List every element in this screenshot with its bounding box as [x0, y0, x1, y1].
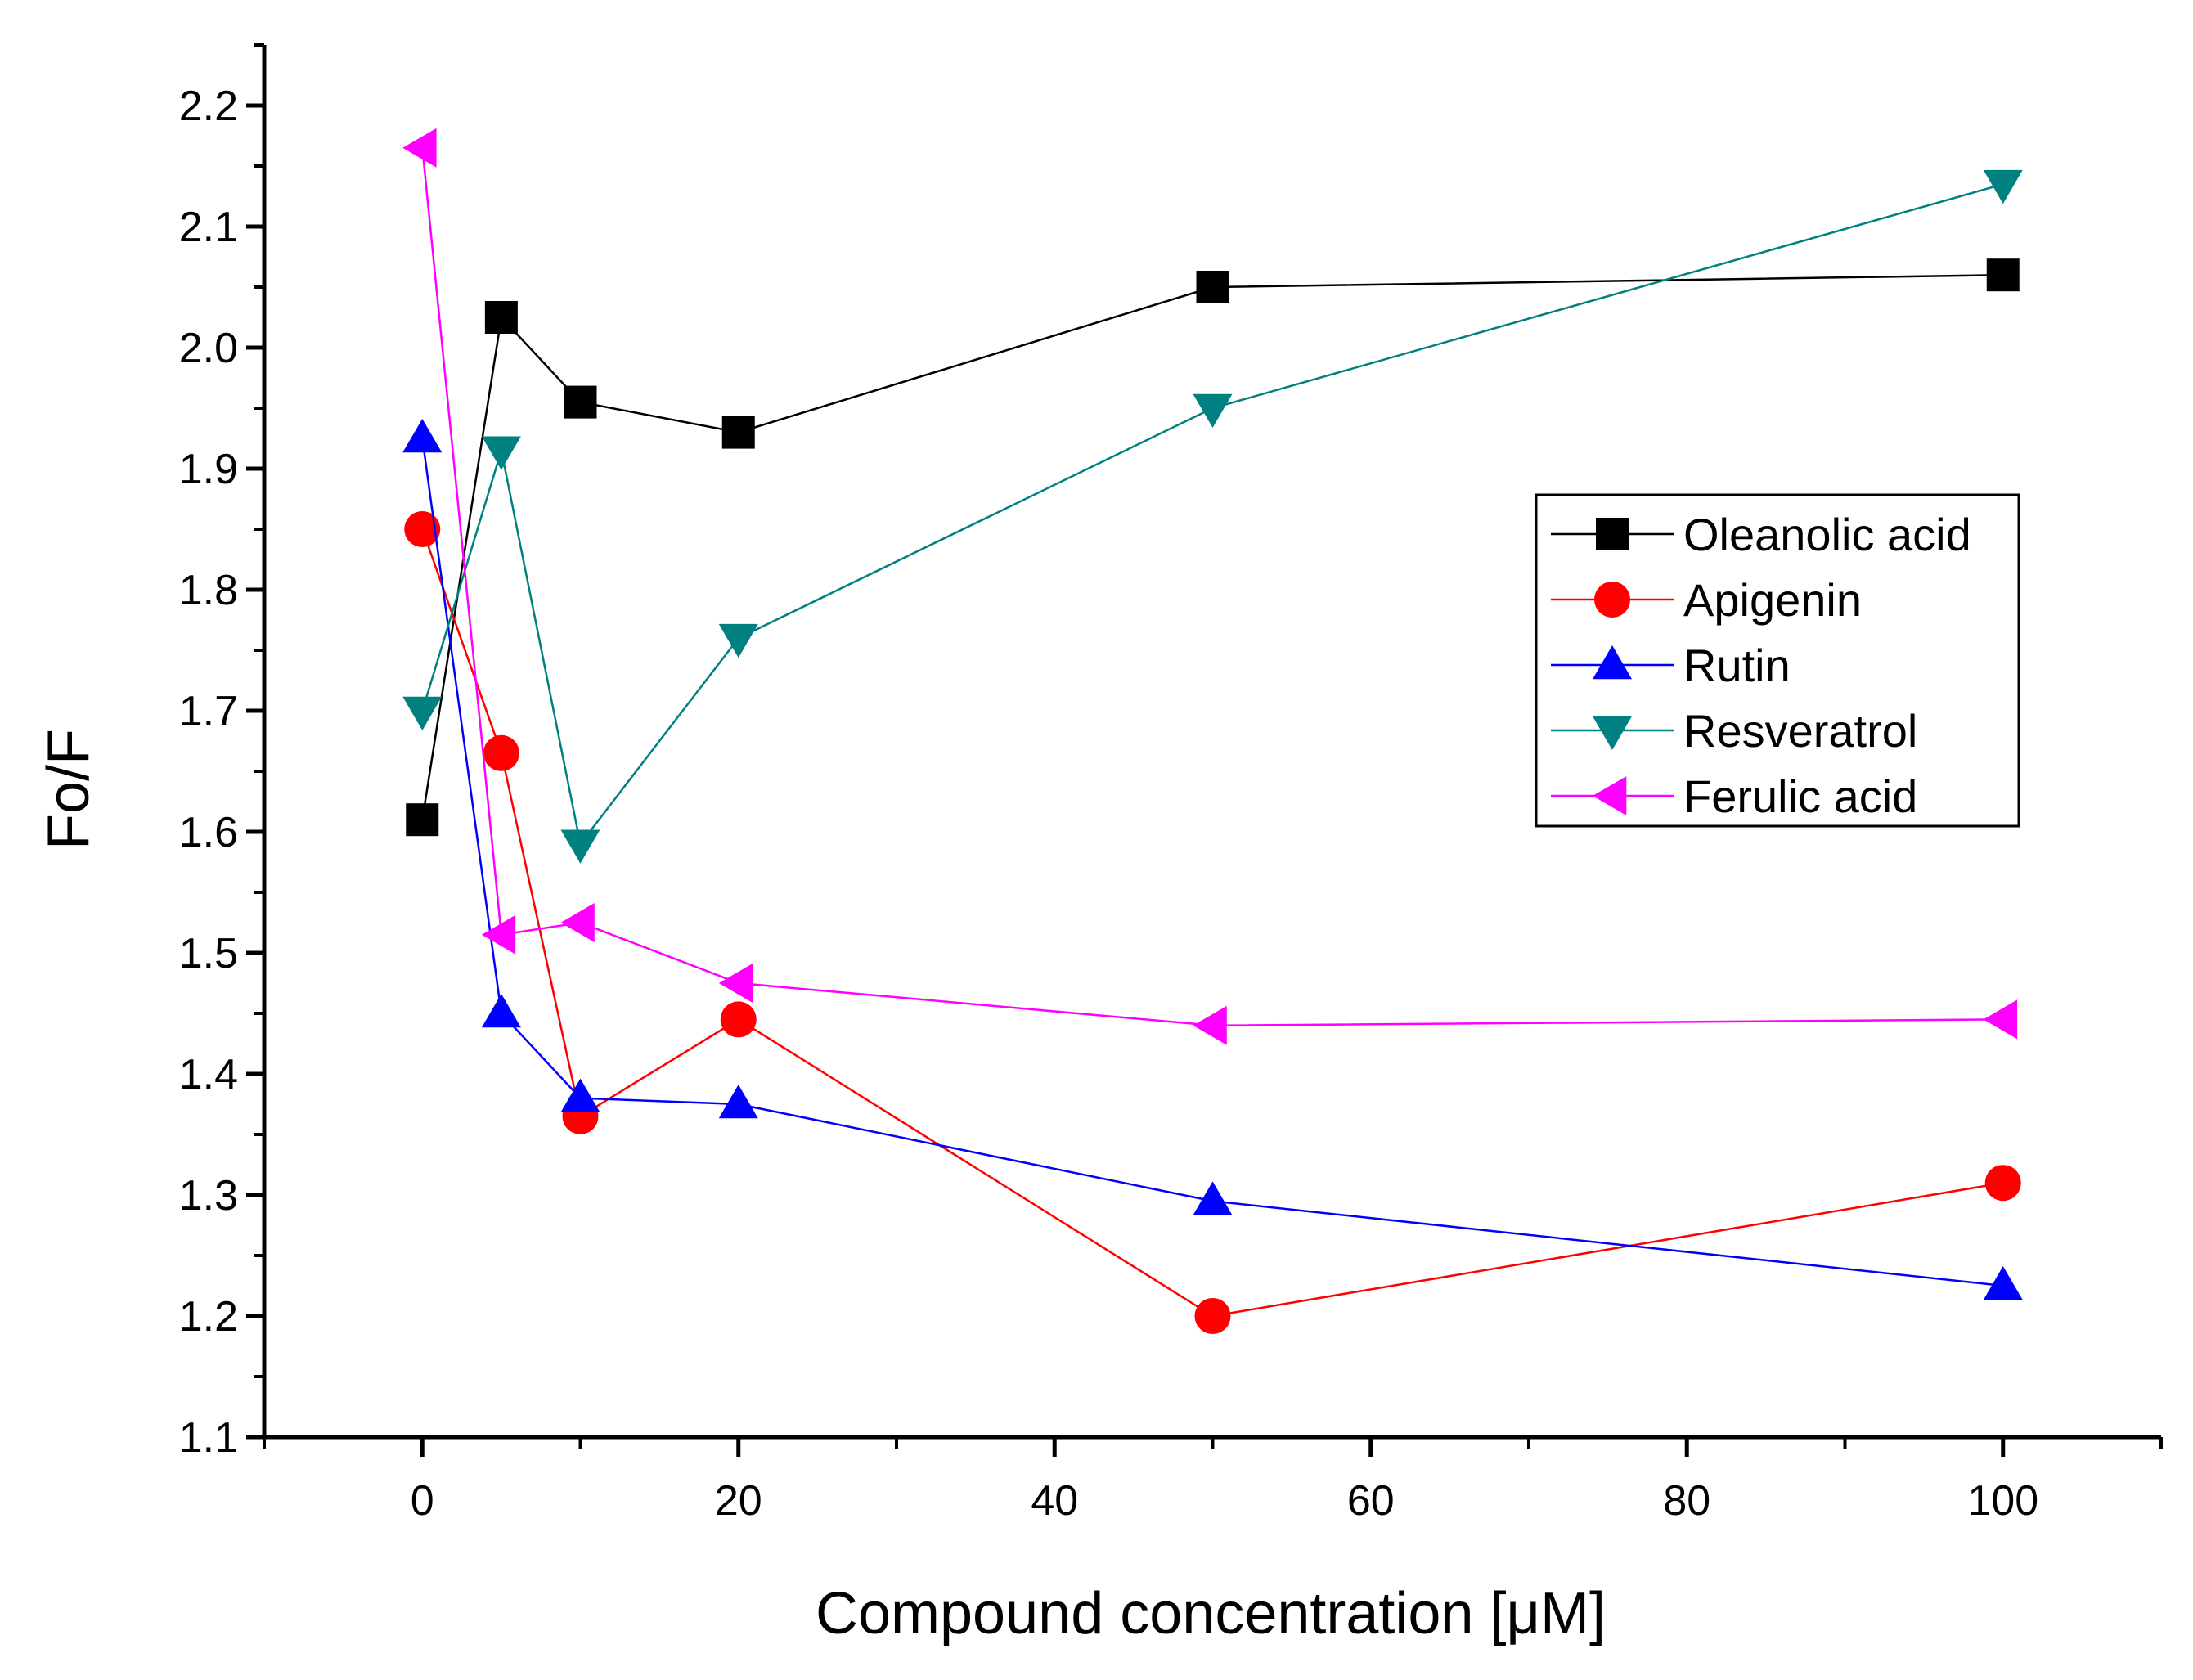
series-line-rutin — [421, 438, 2003, 1287]
y-tick-label: 1.6 — [179, 809, 238, 856]
series-line-apigenin — [421, 528, 2004, 1318]
y-tick-label: 1.9 — [179, 446, 238, 493]
data-point-resveratrol — [1193, 393, 1233, 428]
data-point-apigenin — [404, 511, 441, 547]
x-tick-label: 20 — [715, 1477, 762, 1525]
data-point-apigenin — [1984, 1165, 2021, 1202]
data-point-resveratrol — [718, 623, 758, 658]
data-point-resveratrol — [560, 829, 600, 864]
data-point-apigenin — [483, 734, 519, 771]
legend-label: Ferulic acid — [1683, 770, 1917, 822]
legend-item-oleanolic-acid: Oleanolic acid — [1551, 509, 1971, 560]
data-point-oleanolic-acid — [484, 301, 518, 334]
y-axis-label: Fo/F — [36, 729, 101, 850]
data-point-oleanolic-acid — [1986, 258, 2020, 292]
data-point-ferulic-acid — [560, 903, 595, 942]
data-point-rutin — [560, 1078, 600, 1112]
series-rutin — [402, 419, 2023, 1300]
axes: 1.1 1.2 1.3 1.4 1.5 1.6 1.7 1.8 1.9 2.0 2.1 2.2 0 20 4… — [179, 43, 2163, 1525]
data-point-apigenin — [720, 1001, 757, 1038]
legend-label: Rutin — [1683, 640, 1791, 691]
y-tick-label: 2.1 — [179, 204, 238, 251]
x-axis-label: Compound concentration [μM] — [816, 1581, 1606, 1646]
data-point-oleanolic-acid — [564, 385, 597, 419]
x-tick-label: 80 — [1663, 1477, 1710, 1525]
legend-label: Resveratrol — [1683, 705, 1917, 757]
data-point-ferulic-acid — [481, 914, 516, 955]
y-tick-label: 2.2 — [179, 83, 238, 130]
series-resveratrol — [402, 169, 2023, 864]
data-point-ferulic-acid — [1193, 1005, 1227, 1045]
data-point-rutin — [718, 1085, 758, 1119]
series-line-oleanolic-acid — [421, 273, 2003, 820]
y-tick-label: 1.7 — [179, 688, 238, 735]
series-oleanolic-acid — [406, 258, 2020, 837]
x-tick-label: 100 — [1967, 1477, 2038, 1525]
legend-item-apigenin: Apigenin — [1551, 574, 1862, 626]
data-point-rutin — [481, 994, 521, 1028]
series-line-ferulic-acid — [421, 147, 2003, 1027]
legend-label: Apigenin — [1683, 574, 1862, 626]
data-point-rutin — [1983, 1266, 2023, 1300]
y-tick-label: 1.3 — [179, 1172, 238, 1220]
legend-label: Oleanolic acid — [1683, 509, 1971, 560]
y-tick-label: 1.5 — [179, 930, 238, 977]
data-point-oleanolic-acid — [1196, 271, 1229, 303]
legend-marker — [1596, 518, 1629, 550]
data-point-resveratrol — [402, 696, 443, 730]
y-tick-label: 1.1 — [179, 1414, 238, 1462]
data-point-ferulic-acid — [718, 964, 753, 1003]
y-tick-label: 2.0 — [179, 325, 238, 372]
data-point-ferulic-acid — [402, 128, 437, 168]
x-tick-label: 0 — [411, 1477, 434, 1525]
x-tick-label: 60 — [1347, 1477, 1395, 1525]
data-point-ferulic-acid — [1983, 999, 2018, 1040]
series-ferulic-acid — [402, 128, 2018, 1045]
legend-marker — [1593, 776, 1627, 815]
legend: Oleanolic acid Apigenin Rutin Resveratrol Fe… — [1535, 493, 2020, 828]
data-point-apigenin — [1194, 1298, 1231, 1334]
legend-item-resveratrol: Resveratrol — [1551, 705, 1917, 757]
legend-item-rutin: Rutin — [1551, 640, 1791, 691]
series-line-resveratrol — [421, 182, 2004, 847]
x-tick-label: 40 — [1031, 1477, 1078, 1525]
data-point-rutin — [402, 419, 443, 453]
data-point-rutin — [1193, 1181, 1233, 1215]
y-tick-label: 1.2 — [179, 1293, 238, 1341]
y-tick-label: 1.4 — [179, 1051, 238, 1098]
data-point-oleanolic-acid — [721, 416, 755, 449]
series-apigenin — [404, 511, 2021, 1334]
legend-marker — [1593, 716, 1632, 750]
legend-item-ferulic-acid: Ferulic acid — [1551, 770, 1917, 822]
data-point-resveratrol — [481, 436, 521, 470]
legend-marker — [1594, 582, 1630, 618]
data-point-oleanolic-acid — [406, 803, 439, 837]
data-point-resveratrol — [1983, 169, 2023, 204]
legend-marker — [1593, 645, 1632, 680]
series-layer — [402, 128, 2023, 1334]
y-tick-label: 1.8 — [179, 567, 238, 614]
